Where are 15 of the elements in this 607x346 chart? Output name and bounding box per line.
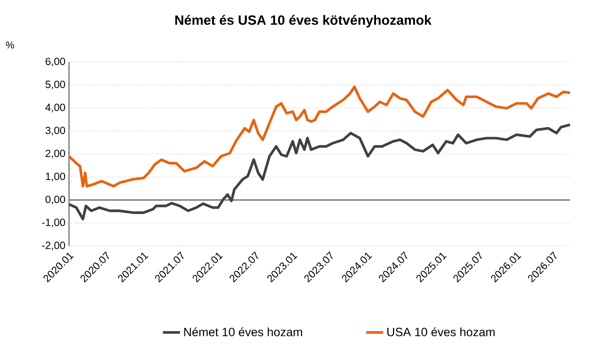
y-tick-label: 2,00 <box>46 150 66 158</box>
y-tick-label: -1,00 <box>42 218 66 228</box>
legend-label: USA 10 éves hozam <box>387 327 495 336</box>
y-tick-label: 6,00 <box>46 58 66 66</box>
y-tick-label: 3,00 <box>46 126 66 136</box>
y-tick-label: -2,00 <box>42 242 66 250</box>
line-series <box>68 86 572 188</box>
line-series <box>68 124 572 220</box>
legend-label: Német 10 éves hozam <box>184 327 302 336</box>
y-tick-label: 4,00 <box>45 104 66 112</box>
y-tick-label: 0,00 <box>46 196 66 204</box>
y-tick-label: 1,00 <box>46 172 66 182</box>
y-axis-title: % <box>6 42 14 48</box>
y-tick-label: 5,00 <box>46 80 66 90</box>
chart-title: Német és USA 10 éves kötvényhozamok <box>175 14 432 28</box>
